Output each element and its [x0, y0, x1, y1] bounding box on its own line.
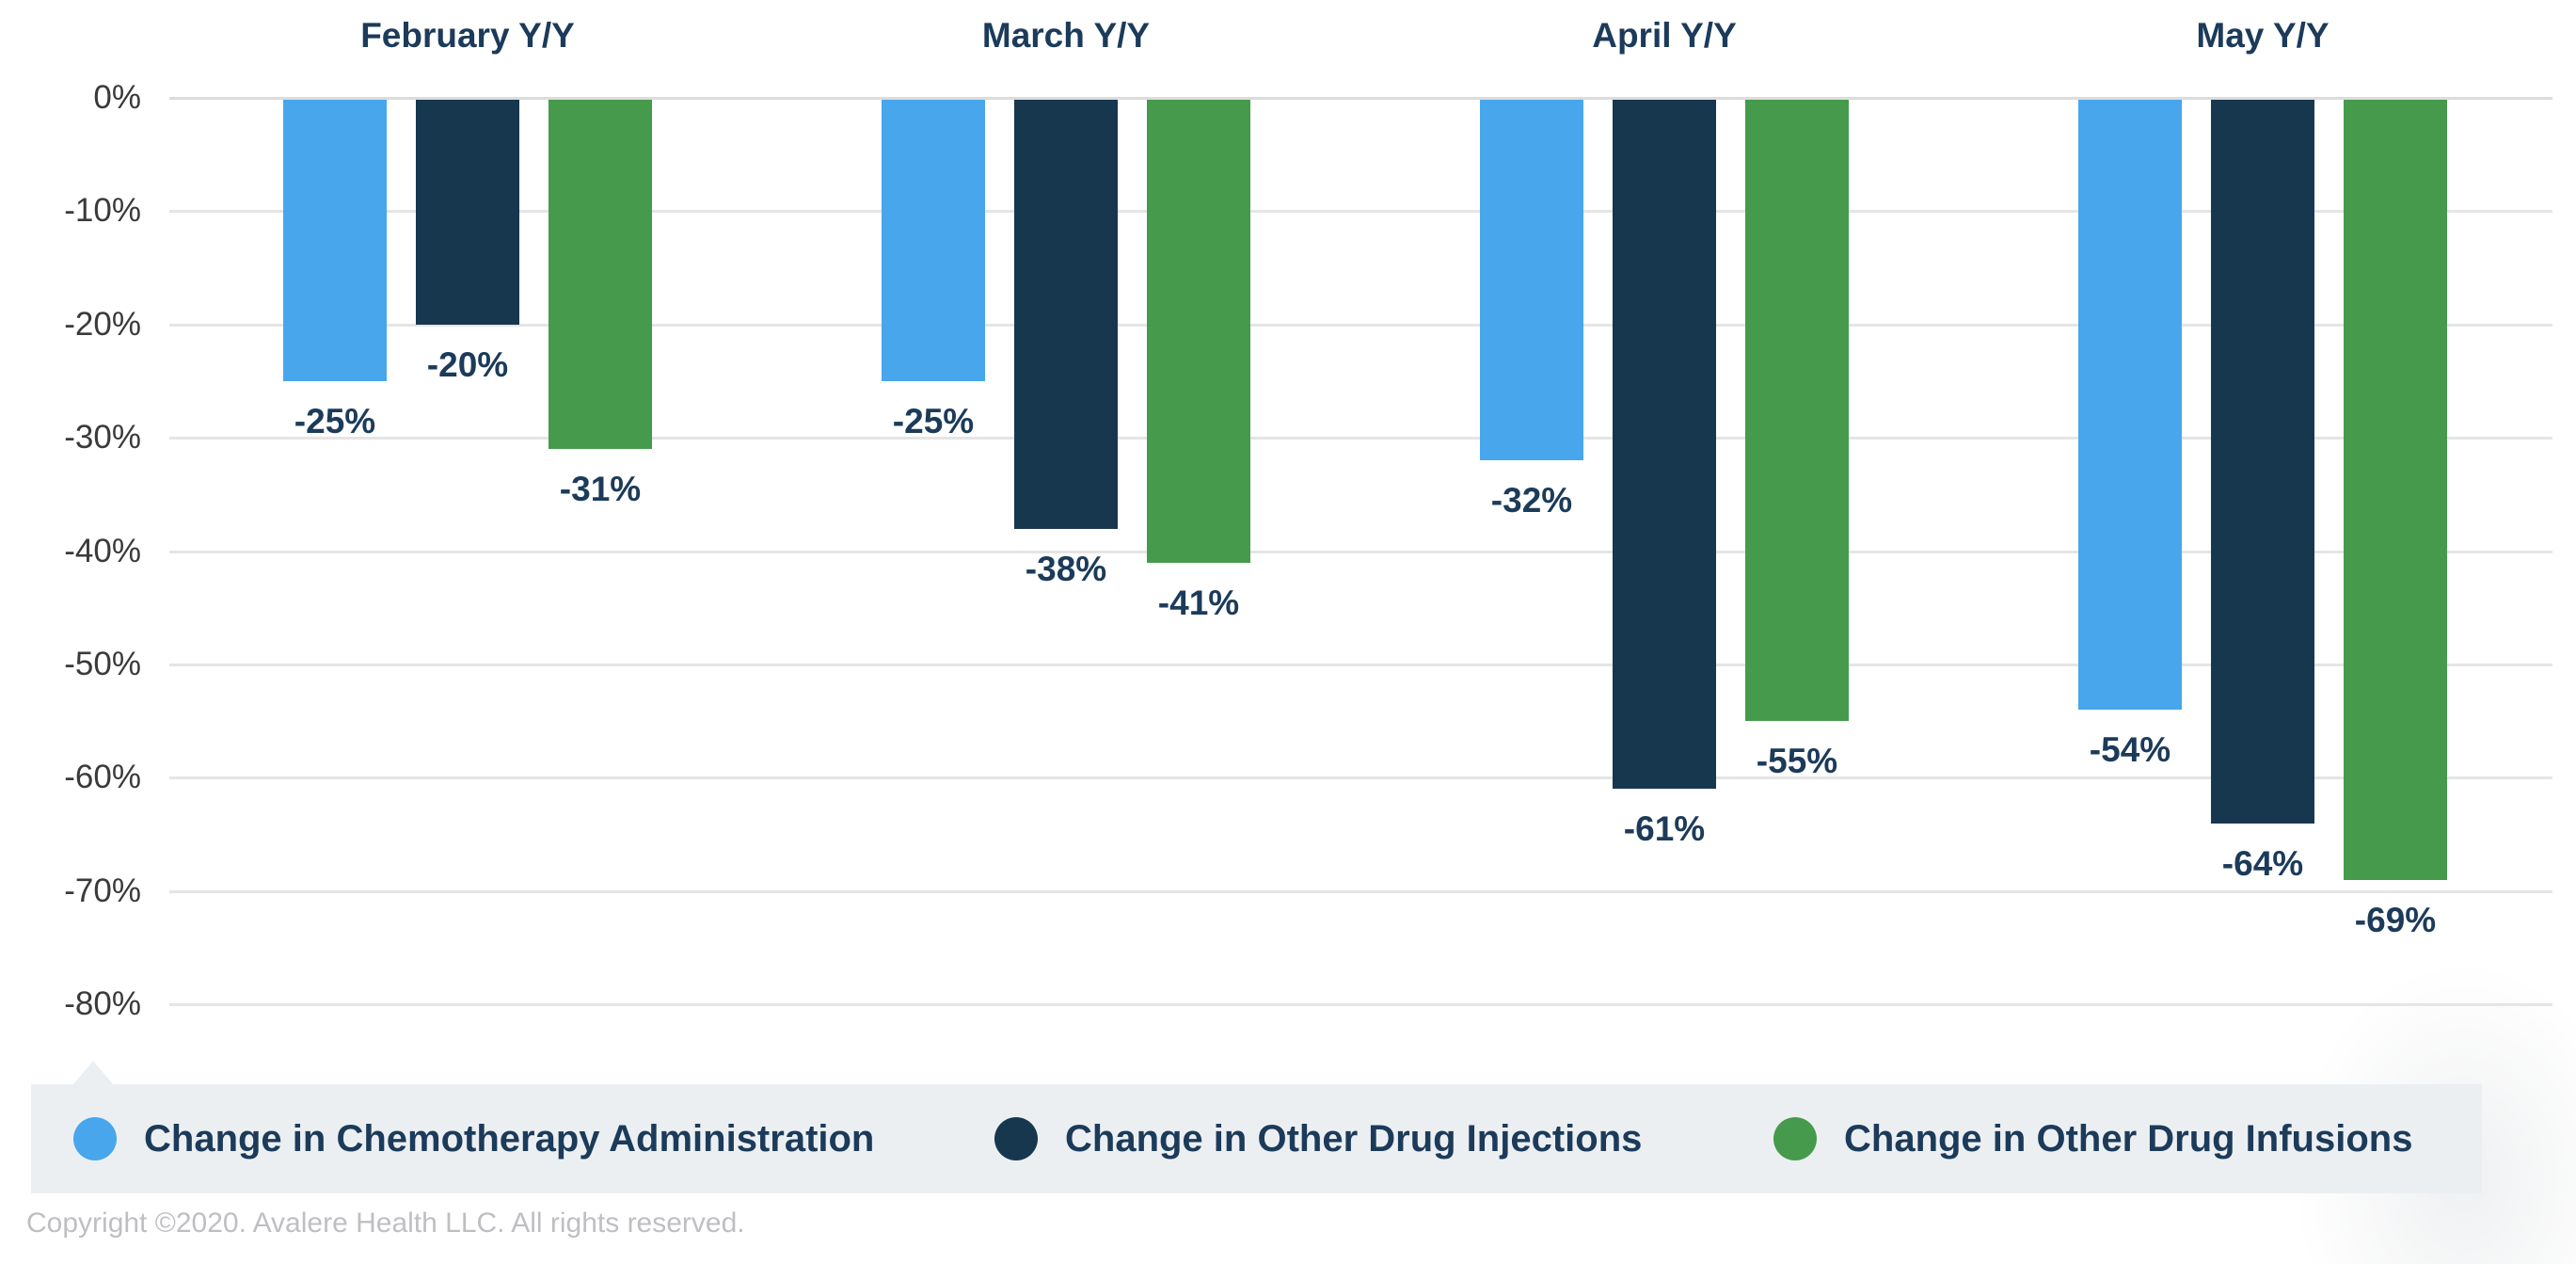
- bar: [1745, 100, 1849, 721]
- y-tick-label: 0%: [93, 79, 141, 116]
- bar-value-label: -41%: [1157, 584, 1240, 622]
- y-tick-label: -70%: [64, 872, 141, 909]
- y-tick-label: -20%: [64, 306, 141, 343]
- bar-value-label: -32%: [1490, 481, 1573, 520]
- bar-value-label: -38%: [1025, 550, 1107, 588]
- bar: [416, 100, 519, 325]
- gridline: [169, 551, 2552, 553]
- column-title: April Y/Y: [1592, 16, 1737, 55]
- bar-value-label: -31%: [559, 470, 642, 508]
- bar: [549, 100, 652, 449]
- legend-marker-icon: [73, 1117, 117, 1160]
- legend-marker-icon: [1773, 1117, 1817, 1160]
- legend-item: Change in Other Drug Infusions: [1773, 1084, 2412, 1193]
- gridline: [169, 1003, 2552, 1006]
- bar: [882, 100, 985, 381]
- y-tick-label: -50%: [64, 646, 141, 682]
- gridline: [169, 437, 2552, 440]
- legend-label: Change in Chemotherapy Administration: [144, 1117, 875, 1160]
- legend-item: Change in Chemotherapy Administration: [73, 1084, 874, 1193]
- bar: [283, 100, 387, 381]
- gridline: [169, 97, 2552, 100]
- legend-marker-icon: [994, 1117, 1038, 1160]
- column-title: February Y/Y: [360, 16, 575, 55]
- copyright-text: Copyright ©2020. Avalere Health LLC. All…: [26, 1208, 745, 1239]
- y-tick-label: -10%: [64, 192, 141, 229]
- legend-item: Change in Other Drug Injections: [994, 1084, 1642, 1193]
- bar-value-label: -69%: [2354, 901, 2437, 939]
- gridline: [169, 324, 2552, 327]
- bar: [1147, 100, 1250, 563]
- gridline: [169, 210, 2552, 213]
- bar-value-label: -55%: [1756, 742, 1838, 780]
- gridline: [169, 664, 2552, 666]
- bar: [2211, 100, 2314, 824]
- legend-label: Change in Other Drug Injections: [1065, 1117, 1643, 1160]
- y-tick-label: -60%: [64, 759, 141, 795]
- legend-label: Change in Other Drug Infusions: [1844, 1117, 2413, 1160]
- column-title: March Y/Y: [981, 16, 1151, 55]
- bar: [1613, 100, 1716, 789]
- bar-value-label: -61%: [1623, 809, 1706, 848]
- bar: [1014, 100, 1118, 529]
- bar-value-label: -25%: [892, 402, 975, 440]
- legend-notch: [73, 1061, 113, 1084]
- bar-value-label: -54%: [2089, 730, 2171, 769]
- bar-value-label: -25%: [294, 402, 376, 440]
- column-title: May Y/Y: [2196, 16, 2330, 55]
- y-tick-label: -80%: [64, 985, 141, 1022]
- bar: [1480, 100, 1583, 460]
- bar-value-label: -20%: [426, 345, 509, 384]
- gridline: [169, 890, 2552, 893]
- bar: [2078, 100, 2182, 710]
- legend: Change in Chemotherapy Administration Cha…: [31, 1084, 2482, 1193]
- bar-value-label: -64%: [2221, 844, 2304, 883]
- gridline: [169, 776, 2552, 779]
- y-tick-label: -40%: [64, 533, 141, 569]
- y-tick-label: -30%: [64, 419, 141, 456]
- bar: [2344, 100, 2447, 880]
